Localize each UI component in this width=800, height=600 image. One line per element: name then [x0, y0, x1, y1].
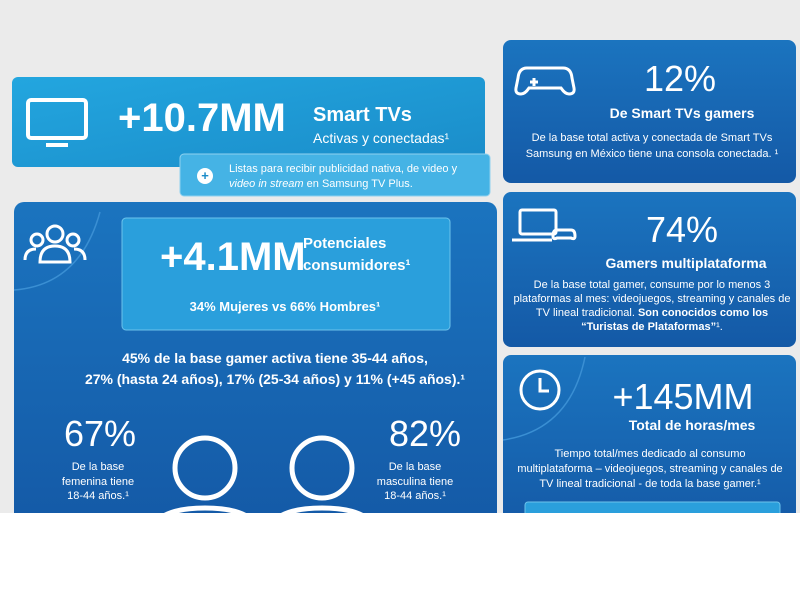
gamer-tvs-text: De la base total activa y conectada de S… [532, 132, 773, 144]
multiplatform-text: “Turistas de Plataformas”¹. [581, 321, 723, 333]
hours-title: Total de horas/mes [629, 417, 756, 433]
plus-sign: + [201, 168, 209, 183]
multiplatform-value: 74% [646, 209, 718, 250]
age-line: 45% de la base gamer activa tiene 35-44 … [122, 350, 428, 366]
tv-icon [26, 98, 88, 147]
note-line: Listas para recibir publicidad nativa, d… [229, 163, 458, 175]
gamer-tvs-text: Samsung en México tiene una consola cone… [526, 148, 779, 160]
hours-note-box [524, 501, 781, 513]
hours-text: TV lineal tradicional - de toda la base … [539, 478, 761, 490]
hours-card [503, 355, 796, 513]
plain-span: TV lineal tradicional. [536, 307, 638, 319]
note-line: video in stream en Samsung TV Plus. [229, 178, 413, 190]
consumers-label: Potenciales [303, 235, 386, 252]
multiplatform-title: Gamers multiplataforma [605, 255, 766, 271]
gamer-tvs-value: 12% [644, 58, 716, 99]
tv-plus-note [179, 153, 491, 197]
consumers-box [121, 217, 451, 331]
consumers-value: +4.1MM [160, 235, 306, 279]
multiplatform-card [503, 192, 796, 347]
plain-span: ¹. [716, 321, 723, 333]
smart-tvs-title: Smart TVs [313, 104, 412, 126]
note-italic: video in stream [229, 178, 304, 190]
plus-icon [197, 168, 213, 184]
male-text: De la base [389, 461, 442, 473]
male-text: masculina tiene [377, 476, 453, 488]
multiplatform-text: De la base total gamer, consume por lo m… [534, 279, 771, 291]
female-text: femenina tiene [62, 476, 134, 488]
decor-curve [13, 211, 101, 291]
multiplatform-text: TV lineal tradicional. Son conocidos com… [536, 307, 768, 319]
multiplatform-text: plataformas al mes: videojuegos, streami… [514, 293, 791, 305]
female-text: De la base [72, 461, 125, 473]
people-icon [23, 224, 87, 264]
person-icons [164, 435, 363, 513]
bold-span: “Turistas de Plataformas” [581, 321, 716, 333]
bold-span: Son conocidos como los [638, 307, 768, 319]
decor-curve [502, 356, 586, 441]
hours-text: Tiempo total/mes dedicado al consumo [555, 448, 746, 460]
female-value: 67% [64, 413, 136, 454]
smart-tvs-card [12, 77, 485, 167]
male-text: 18-44 años.¹ [384, 490, 446, 502]
age-line: 27% (hasta 24 años), 17% (25-34 años) y … [85, 371, 465, 387]
console-icon [512, 208, 577, 242]
gamer-tvs-card [503, 40, 796, 183]
female-text: 18-44 años.¹ [67, 490, 129, 502]
smart-tvs-subtitle: Activas y conectadas¹ [313, 130, 450, 146]
consumers-label: consumidores¹ [303, 257, 411, 274]
hours-text: multiplataforma – videojuegos, streaming… [517, 463, 782, 475]
clock-icon [519, 369, 561, 411]
gamepad-icon [514, 66, 576, 96]
male-value: 82% [389, 413, 461, 454]
gamer-tvs-title: De Smart TVs gamers [610, 105, 755, 121]
note-rest: en Samsung TV Plus. [304, 178, 413, 190]
gender-split: 34% Mujeres vs 66% Hombres¹ [190, 299, 381, 314]
smart-tvs-value: +10.7MM [118, 96, 286, 140]
hours-value: +145MM [612, 376, 753, 417]
